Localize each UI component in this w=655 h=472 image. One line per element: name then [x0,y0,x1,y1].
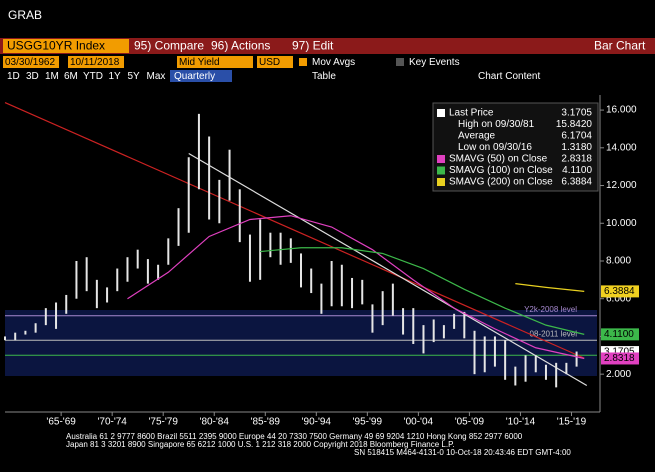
legend-swatch [437,178,445,186]
ticker[interactable]: USGG10YR Index [7,39,105,53]
y-tick-label: 12.000 [606,180,637,191]
y-tick-label: 14.000 [606,142,637,153]
legend-swatch [437,109,445,117]
y-tick-label: 16.000 [606,105,637,116]
currency[interactable]: USD [259,57,280,68]
end-box[interactable] [68,56,124,68]
price-tag [601,328,639,341]
legend-swatch [437,155,445,163]
table-button[interactable]: Table [312,71,336,82]
legend-value: 2.8318 [561,154,592,165]
y-tick-label: 10.000 [606,218,637,229]
x-tick-label: '85-'89 [251,417,281,428]
plot: 2.0004.0006.0008.00010.00012.00014.00016… [4,95,639,428]
legend-label: Low on 09/30/16 [458,142,532,153]
y-tick-label: 2.000 [606,369,631,380]
period-button[interactable]: 1Y [109,71,122,82]
price-tag [601,285,639,298]
period-button[interactable]: 1M [45,71,59,82]
x-tick-label: '95-'99 [353,417,383,428]
legend-swatch [437,166,445,175]
x-tick-label: '65-'69 [46,417,76,428]
key-events-check[interactable] [396,58,404,66]
x-tick-label: '10-'14 [506,417,536,428]
view-name: Bar Chart [594,39,646,53]
x-tick-label: '90-'94 [302,417,332,428]
legend-value: 1.3180 [561,142,592,153]
footer-line: Japan 81 3 3201 8900 Singapore 65 6212 1… [66,440,455,449]
field[interactable]: Mid Yield [179,57,220,68]
x-tick-label: '00-'04 [404,417,434,428]
period-button[interactable]: YTD [83,71,103,82]
chart-content-button[interactable]: Chart Content [478,71,540,82]
toolbar-bg [0,38,655,54]
edit-button[interactable]: 97) Edit [292,39,334,53]
x-tick-label: '70-'74 [97,417,127,428]
footer-line: Australia 61 2 9777 8600 Brazil 5511 239… [66,432,523,441]
mov-avgs[interactable]: Mov Avgs [312,57,355,68]
period-button[interactable]: 1D [7,71,20,82]
legend-value: 6.3884 [561,177,592,188]
currency-box[interactable] [257,56,293,68]
period-button[interactable]: Max [147,71,166,82]
start-date[interactable]: 03/30/1962 [5,57,55,68]
price-tag-label: 2.8318 [604,353,635,364]
legend-label: SMAVG (100) on Close [449,165,553,176]
y-tick-label: 6.000 [606,293,631,304]
y-tick-label: 8.000 [606,256,631,267]
window-title: GRAB [8,8,42,22]
period-button[interactable]: 3D [26,71,39,82]
x-tick-label: '05-'09 [455,417,485,428]
field-box[interactable] [177,56,253,68]
moving-average [127,215,585,360]
compare-button[interactable]: 95) Compare [134,39,204,53]
x-tick-label: '80-'84 [200,417,230,428]
plot-band [5,310,597,376]
legend-value: 6.1704 [561,131,592,142]
period-buttons: 1D 3D 1M 6M YTD 1Y 5Y Max [7,71,165,82]
x-tick-label: '15-'19 [557,417,587,428]
trend-line [4,101,585,359]
price-tag-label: 4.1100 [604,329,634,340]
price-tag [601,352,639,365]
legend-label: SMAVG (200) on Close [449,177,553,188]
legend-value: 3.1705 [561,108,592,119]
frequency[interactable]: Quarterly [174,71,215,82]
end-date[interactable]: 10/11/2018 [70,57,120,68]
legend-label: Average [458,131,496,142]
level-label: Y2k-2008 level [524,305,577,314]
legend-value: 15.8420 [556,119,593,130]
start-box[interactable] [3,56,59,68]
price-tag-label: 3.1705 [604,347,635,358]
price-tag-label: 6.3884 [604,286,635,297]
frequency-box[interactable] [170,70,232,82]
period-button[interactable]: 6M [64,71,78,82]
mov-avgs-check[interactable] [299,58,307,66]
x-tick-label: '75-'79 [149,417,179,428]
legend: Last Price 3.1705 High on 09/30/81 15.8420 A… [437,108,592,188]
ticker-box[interactable] [3,39,129,53]
trend-line [188,152,588,386]
period-button[interactable]: 5Y [128,71,141,82]
level-label: 08-2011 level [530,329,578,338]
legend-value: 4.1100 [562,165,592,176]
moving-average [260,247,585,335]
legend-box [432,102,599,192]
key-events[interactable]: Key Events [409,57,460,68]
moving-average [515,283,585,292]
legend-label: Last Price [449,108,494,119]
legend-label: SMAVG (50) on Close [449,154,548,165]
actions-button[interactable]: 96) Actions [211,39,270,53]
legend-label: High on 09/30/81 [458,119,535,130]
footer-line: SN 518415 M464-4131-0 10-Oct-18 20:43:46… [354,448,571,457]
